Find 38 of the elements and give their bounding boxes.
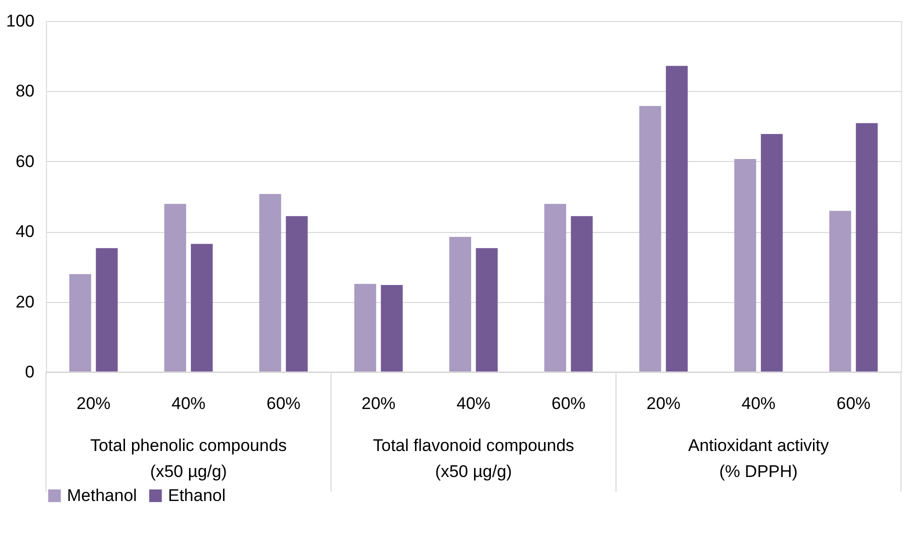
bar (829, 210, 852, 372)
y-tick-label: 60 (16, 152, 34, 171)
x-tick-label: 40% (171, 394, 206, 413)
bar (380, 284, 403, 372)
bar (544, 204, 566, 372)
y-tick-label: 20 (16, 292, 34, 312)
x-tick-label: 20% (361, 394, 396, 413)
text: Total phenolic compounds (x50 µg/g) (90, 436, 287, 481)
bar (69, 274, 92, 372)
bar (286, 216, 308, 372)
bar (259, 194, 282, 372)
bar (449, 236, 472, 372)
legend-label: Methanol (67, 486, 137, 505)
legend-label: Ethanol (168, 486, 226, 505)
x-tick-label: 60% (266, 394, 301, 413)
bar (666, 66, 688, 372)
bar (354, 284, 376, 372)
x-tick-label: 20% (76, 394, 111, 413)
bar (164, 204, 186, 372)
x-tick-label: 60% (551, 394, 586, 413)
bar (190, 244, 213, 372)
bar (734, 158, 756, 372)
x-tick-label: 40% (741, 394, 776, 413)
y-tick-label: 0 (25, 362, 34, 382)
bar (639, 106, 662, 372)
text: Antioxidant activity (% DPPH) (688, 436, 830, 481)
x-tick-label: 40% (456, 394, 491, 413)
bar (856, 123, 878, 372)
y-tick-label: 80 (16, 82, 34, 101)
y-tick-label: 40 (16, 222, 34, 242)
x-tick-label: 60% (836, 394, 871, 413)
bar (760, 134, 783, 372)
x-tick-label: 20% (646, 394, 681, 413)
bar (570, 216, 593, 372)
y-tick-label: 100 (6, 12, 34, 30)
bar (476, 248, 498, 372)
text: Total flavonoid compounds (x50 µg/g) (372, 436, 574, 481)
bar (96, 248, 118, 372)
